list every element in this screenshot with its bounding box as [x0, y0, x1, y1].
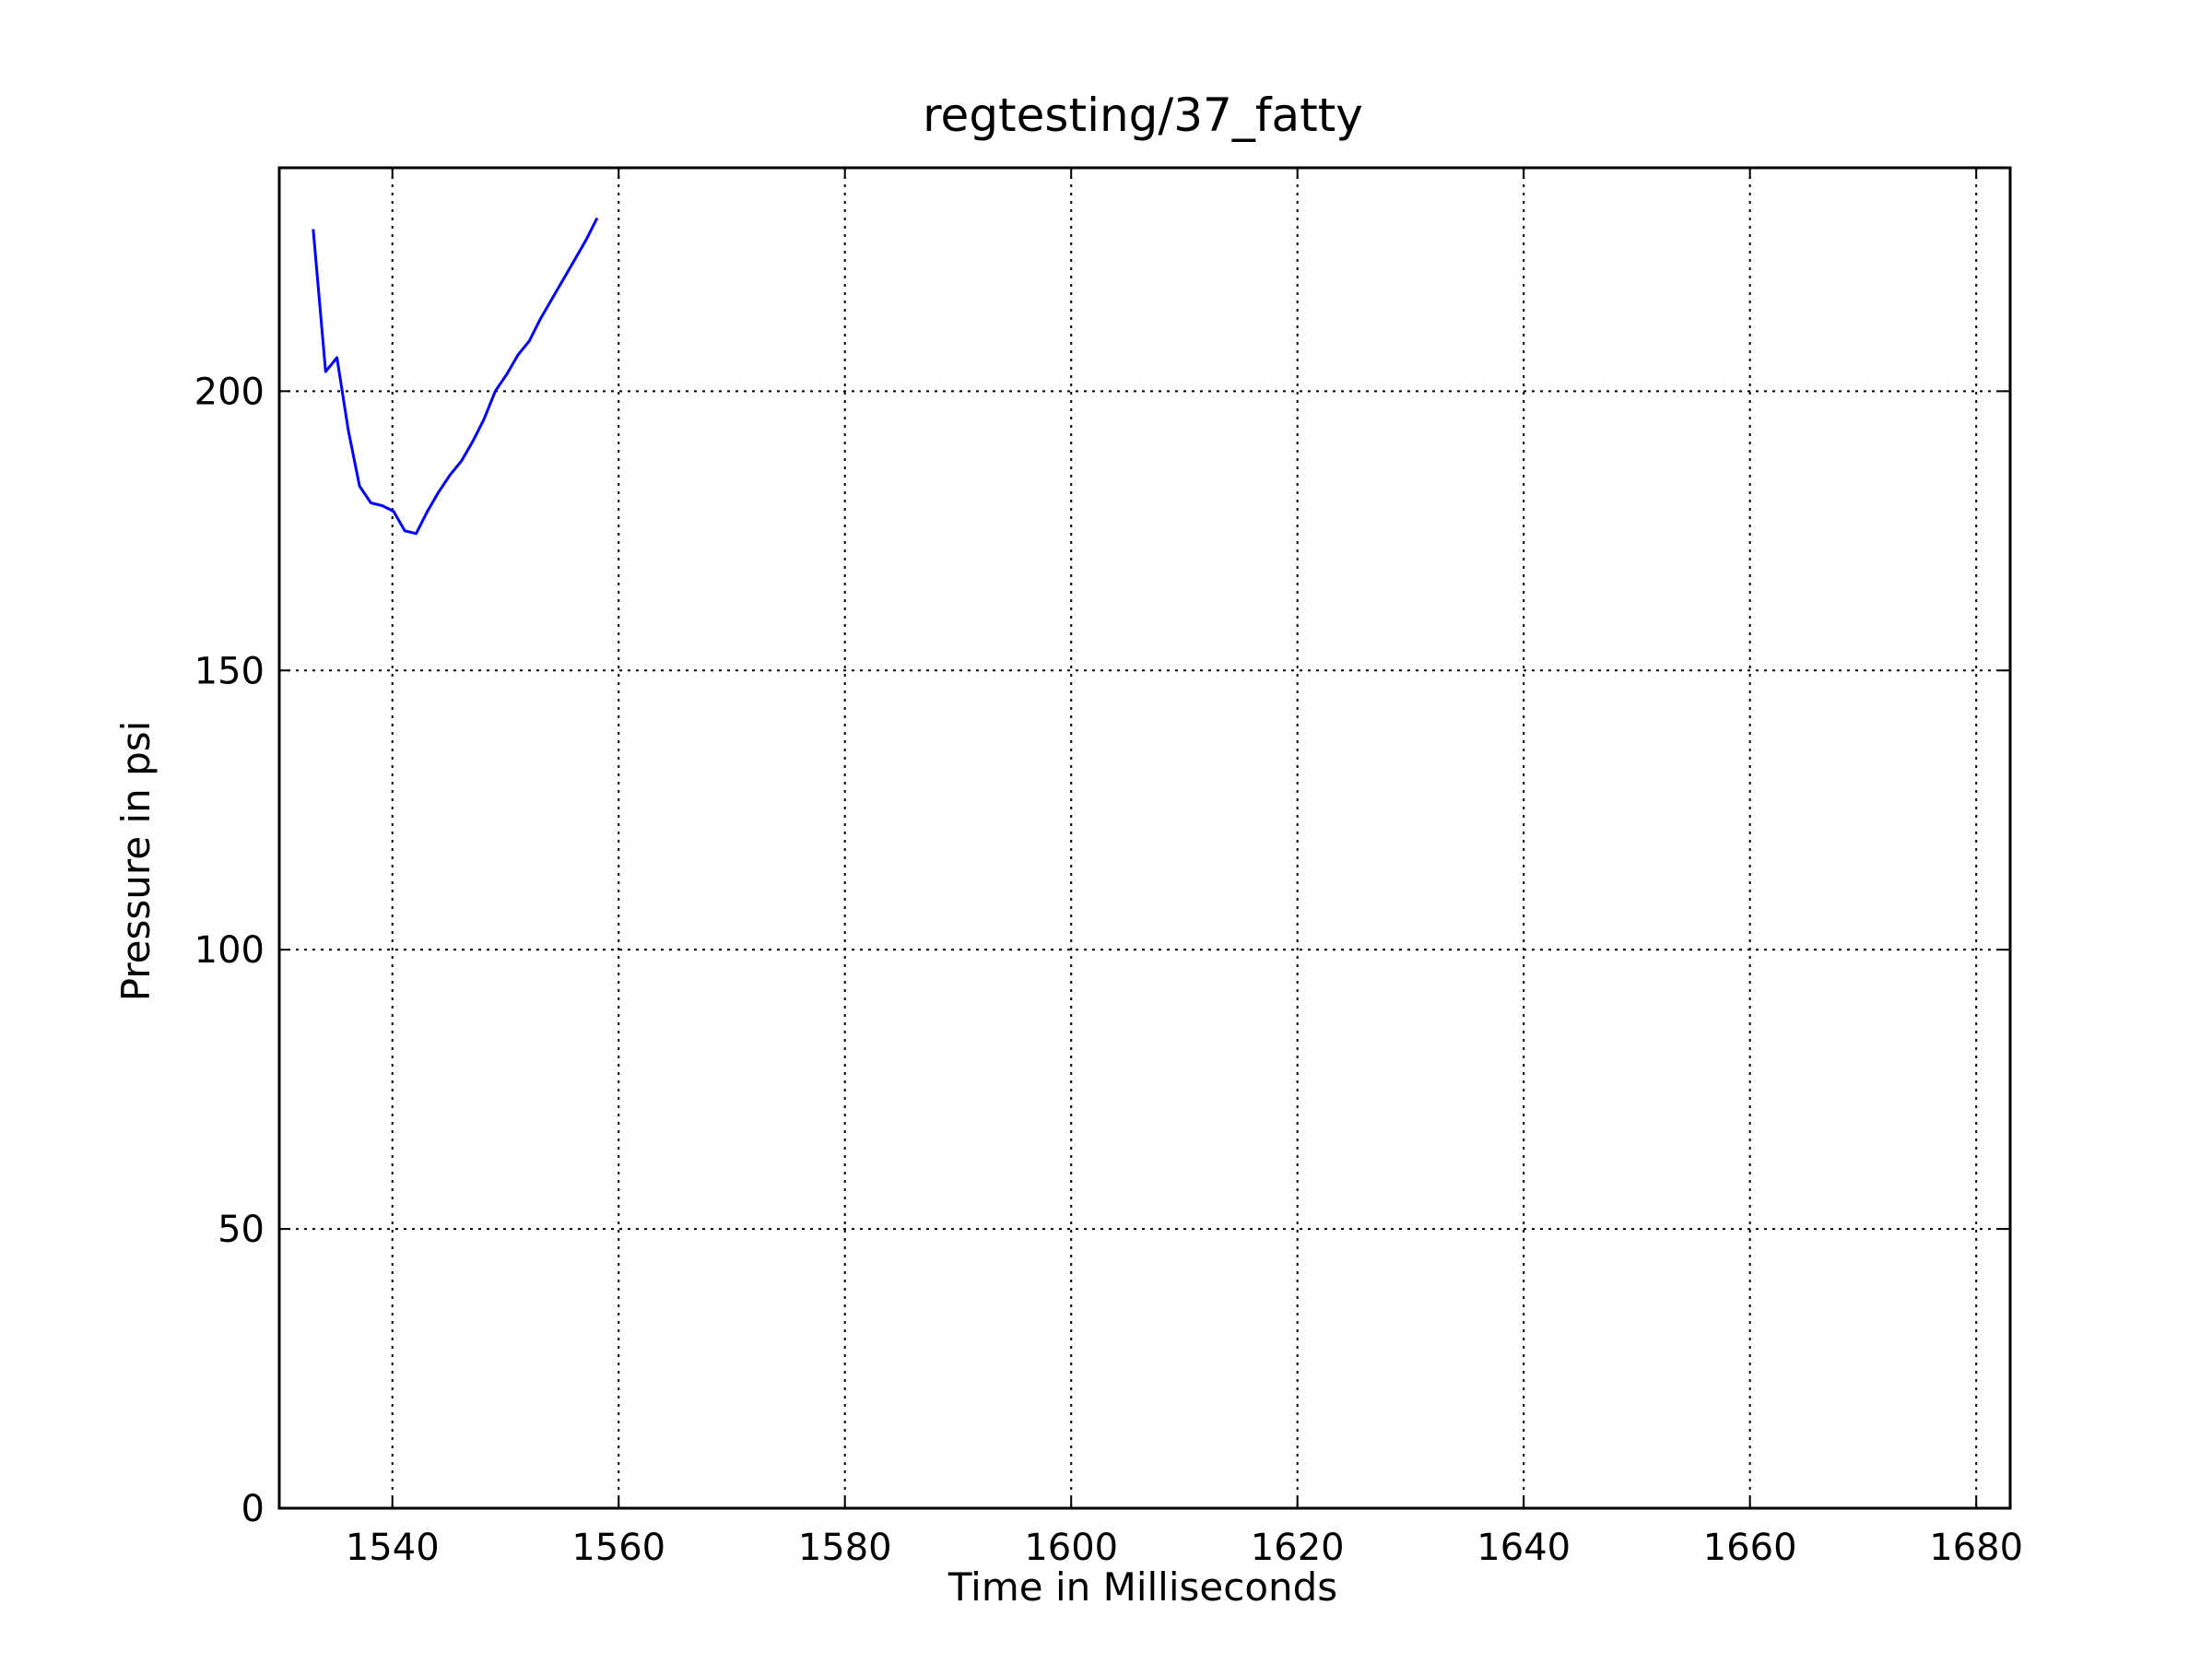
x-tick-label: 1540 [346, 1527, 440, 1569]
x-tick-label: 1620 [1251, 1527, 1345, 1569]
chart-title: regtesting/37_fatty [923, 89, 1363, 142]
x-tick-label: 1660 [1703, 1527, 1797, 1569]
y-axis-label: Pressure in psi [113, 721, 159, 1002]
series-layer [312, 217, 599, 536]
plot-frame [277, 166, 2012, 1510]
y-tick-label: 0 [241, 1488, 265, 1530]
x-tick-label: 1640 [1477, 1527, 1571, 1569]
x-tick-label: 1560 [571, 1527, 665, 1569]
x-tick-label: 1680 [1929, 1527, 2023, 1569]
y-tick-label: 50 [218, 1209, 265, 1251]
ticks: 1540 1560 1580 1600 1620 1640 1660 1680 0 50 100 15… [194, 168, 2023, 1569]
y-tick-label: 150 [194, 650, 265, 692]
x-axis-label: Time in Milliseconds [947, 1564, 1337, 1610]
x-tick-label: 1580 [798, 1527, 892, 1569]
y-tick-label: 200 [194, 371, 265, 413]
y-tick-label: 100 [194, 929, 265, 972]
x-tick-label: 1600 [1024, 1527, 1118, 1569]
series-line [312, 217, 599, 536]
